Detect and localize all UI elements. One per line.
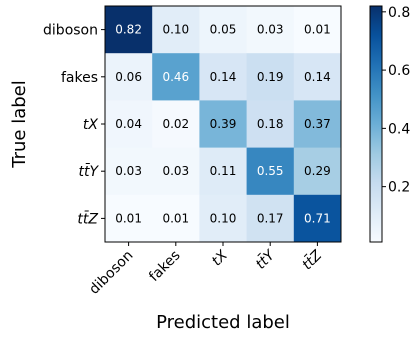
colorbar bbox=[369, 5, 383, 243]
heatmap-cell bbox=[293, 147, 342, 196]
cell-value-label: 0.10 bbox=[162, 23, 189, 37]
colorbar-ticks: 0.2 0.4 0.6 0.8 bbox=[382, 5, 410, 196]
y-tick-label: tt̄Y bbox=[78, 163, 99, 181]
x-axis-title: Predicted label bbox=[156, 312, 290, 333]
heatmap-cell bbox=[199, 53, 248, 101]
heatmap-cell bbox=[152, 53, 200, 101]
y-tick-label: tt̄Z bbox=[77, 210, 98, 228]
cell-value-label: 0.02 bbox=[162, 117, 189, 131]
heatmap-cell bbox=[105, 147, 153, 196]
x-tick-label: tX bbox=[209, 247, 231, 269]
cell-value-label: 0.03 bbox=[115, 164, 142, 178]
heatmap-cell bbox=[199, 194, 248, 243]
x-tick-label: tt̄Y bbox=[252, 245, 279, 272]
x-tick-label: tt̄Z bbox=[298, 246, 325, 273]
y-axis-title: True label bbox=[9, 80, 30, 169]
heatmap-cell bbox=[105, 100, 153, 149]
cell-value-label: 0.03 bbox=[257, 23, 284, 37]
cell-value-label: 0.55 bbox=[257, 164, 284, 178]
cell-value-label: 0.10 bbox=[210, 211, 237, 225]
heatmap-cell bbox=[293, 6, 342, 54]
heatmap-cell bbox=[105, 53, 153, 101]
cell-value-label: 0.71 bbox=[304, 211, 331, 225]
heatmap-cell bbox=[152, 6, 200, 54]
colorbar-tick-label: 0.8 bbox=[388, 5, 410, 21]
cell-value-label: 0.04 bbox=[115, 117, 142, 131]
x-axis-ticks: diboson fakes tX tt̄Y tt̄Z bbox=[86, 242, 326, 298]
cell-value-label: 0.01 bbox=[162, 211, 189, 225]
heatmap-cell bbox=[199, 6, 248, 54]
y-tick-label: diboson bbox=[43, 23, 98, 39]
heatmap-cell bbox=[152, 100, 200, 149]
heatmap-cell bbox=[246, 147, 295, 196]
cell-value-label: 0.01 bbox=[304, 23, 331, 37]
heatmap-cell bbox=[105, 194, 153, 243]
cell-value-label: 0.19 bbox=[257, 70, 284, 84]
heatmap-cell bbox=[199, 100, 248, 149]
heatmap-cell bbox=[246, 53, 295, 101]
y-axis-ticks: diboson fakes tX tt̄Y tt̄Z bbox=[43, 23, 105, 228]
heatmap-cell bbox=[105, 6, 153, 54]
heatmap-cell bbox=[293, 53, 342, 101]
heatmap-cells: 0.82 0.10 0.05 0.03 0.01 0.06 0.46 0.14 0.19 0.14… bbox=[105, 6, 342, 243]
heatmap-cell bbox=[246, 194, 295, 243]
cell-value-label: 0.29 bbox=[304, 164, 331, 178]
x-tick-label: diboson bbox=[86, 248, 136, 298]
heatmap-cell bbox=[293, 194, 342, 243]
colorbar-tick-label: 0.6 bbox=[388, 63, 410, 79]
x-tick-label: fakes bbox=[146, 248, 183, 285]
colorbar-tick-label: 0.4 bbox=[388, 121, 410, 137]
cell-value-label: 0.46 bbox=[162, 70, 189, 84]
cell-value-label: 0.39 bbox=[210, 117, 237, 131]
cell-value-label: 0.11 bbox=[210, 164, 237, 178]
heatmap-cell bbox=[152, 147, 200, 196]
y-tick-label: tX bbox=[83, 117, 98, 133]
cell-value-label: 0.14 bbox=[304, 70, 331, 84]
y-tick-label: fakes bbox=[61, 70, 98, 86]
heatmap-cell bbox=[293, 100, 342, 149]
cell-value-label: 0.18 bbox=[257, 117, 284, 131]
heatmap-cell bbox=[246, 6, 295, 54]
cell-value-label: 0.06 bbox=[115, 70, 142, 84]
cell-value-label: 0.37 bbox=[304, 117, 331, 131]
cell-value-label: 0.17 bbox=[257, 211, 284, 225]
colorbar-tick-label: 0.2 bbox=[388, 180, 410, 196]
heatmap-cell bbox=[199, 147, 248, 196]
cell-value-label: 0.14 bbox=[210, 70, 237, 84]
heatmap-cell bbox=[152, 194, 200, 243]
cell-value-label: 0.01 bbox=[115, 211, 142, 225]
cell-value-label: 0.03 bbox=[162, 164, 189, 178]
heatmap-cell bbox=[246, 100, 295, 149]
cell-value-label: 0.82 bbox=[115, 23, 142, 37]
cell-value-label: 0.05 bbox=[210, 23, 237, 37]
